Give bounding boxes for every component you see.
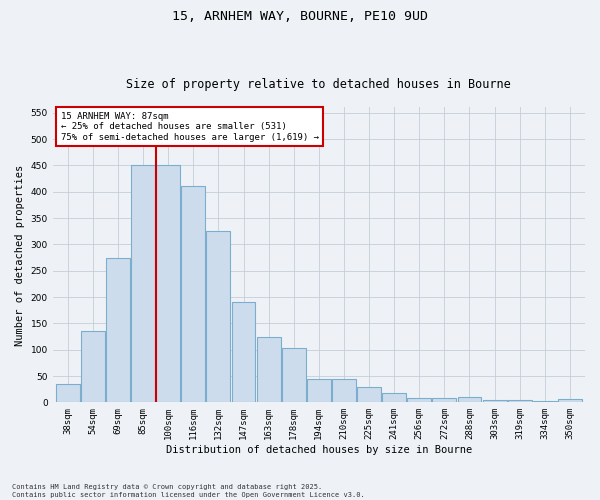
Bar bbox=[131, 166, 155, 402]
Bar bbox=[307, 378, 331, 402]
X-axis label: Distribution of detached houses by size in Bourne: Distribution of detached houses by size … bbox=[166, 445, 472, 455]
Bar bbox=[407, 398, 431, 402]
Bar bbox=[533, 401, 557, 402]
Text: 15 ARNHEM WAY: 87sqm
← 25% of detached houses are smaller (531)
75% of semi-deta: 15 ARNHEM WAY: 87sqm ← 25% of detached h… bbox=[61, 112, 319, 142]
Bar bbox=[357, 386, 381, 402]
Bar bbox=[433, 398, 457, 402]
Bar bbox=[382, 393, 406, 402]
Bar bbox=[282, 348, 305, 403]
Bar bbox=[106, 258, 130, 402]
Text: Contains HM Land Registry data © Crown copyright and database right 2025.
Contai: Contains HM Land Registry data © Crown c… bbox=[12, 484, 365, 498]
Bar bbox=[257, 336, 281, 402]
Bar bbox=[81, 331, 105, 402]
Title: Size of property relative to detached houses in Bourne: Size of property relative to detached ho… bbox=[127, 78, 511, 91]
Bar bbox=[232, 302, 256, 402]
Bar bbox=[558, 399, 582, 402]
Bar bbox=[458, 397, 481, 402]
Text: 15, ARNHEM WAY, BOURNE, PE10 9UD: 15, ARNHEM WAY, BOURNE, PE10 9UD bbox=[172, 10, 428, 23]
Bar bbox=[482, 400, 506, 402]
Bar bbox=[508, 400, 532, 402]
Y-axis label: Number of detached properties: Number of detached properties bbox=[15, 164, 25, 346]
Bar bbox=[206, 231, 230, 402]
Bar bbox=[56, 384, 80, 402]
Bar bbox=[332, 378, 356, 402]
Bar bbox=[156, 166, 180, 402]
Bar bbox=[181, 186, 205, 402]
